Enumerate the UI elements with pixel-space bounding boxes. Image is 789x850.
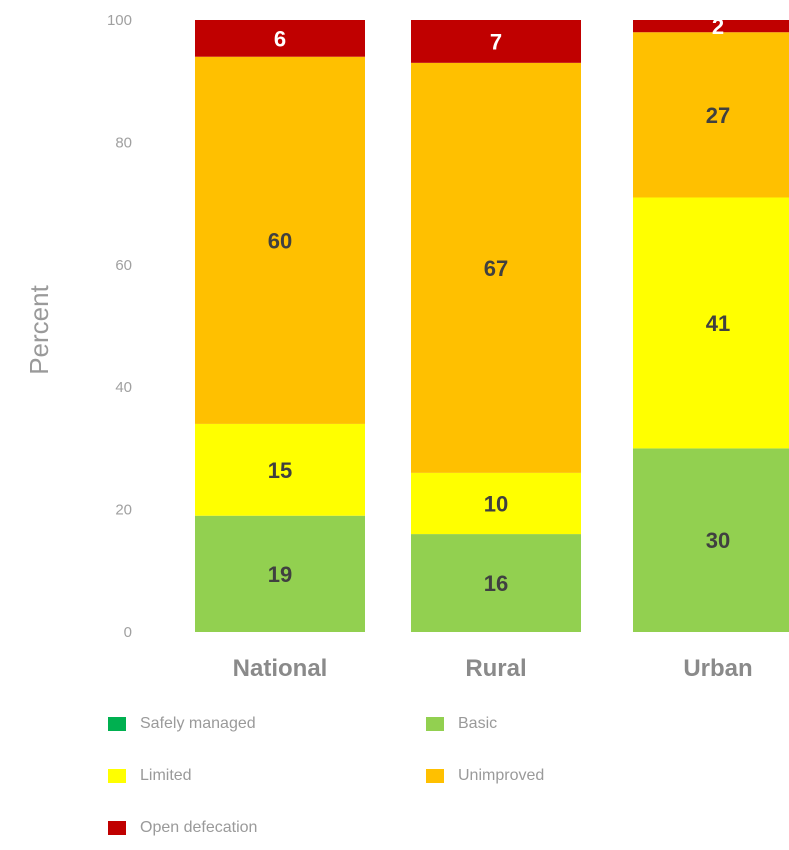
legend-item: Open defecation bbox=[108, 816, 257, 840]
legend-label: Open defecation bbox=[140, 819, 258, 836]
legend-swatch bbox=[108, 821, 126, 835]
legend-label: Unimproved bbox=[458, 767, 545, 784]
bar-segment bbox=[195, 515, 365, 632]
bar-data-label: 67 bbox=[484, 256, 508, 281]
legend-label: Limited bbox=[140, 767, 192, 784]
bar-segment bbox=[633, 197, 789, 449]
legend-label: Basic bbox=[458, 715, 498, 732]
bar-data-label: 7 bbox=[490, 29, 502, 54]
bar-data-label: 10 bbox=[484, 491, 508, 516]
x-axis: National Rural Urban bbox=[233, 655, 753, 682]
bar-segment bbox=[411, 20, 581, 63]
bar-segment bbox=[633, 32, 789, 198]
legend-item: Safely managed bbox=[108, 712, 256, 736]
bar-segment bbox=[633, 448, 789, 632]
bar-data-label: 16 bbox=[484, 571, 508, 596]
y-tick-label: 100 bbox=[107, 12, 132, 29]
x-category-label: Urban bbox=[683, 655, 752, 682]
legend-label: Safely managed bbox=[140, 715, 256, 732]
bar-segment bbox=[195, 423, 365, 516]
legend-item: Limited bbox=[108, 764, 192, 788]
x-category-label: Rural bbox=[465, 655, 526, 682]
legend-swatch bbox=[108, 769, 126, 783]
bar-data-label: 19 bbox=[268, 562, 292, 587]
y-tick-label: 80 bbox=[115, 134, 132, 151]
bar-segment bbox=[633, 20, 789, 33]
bar-segment bbox=[195, 20, 365, 57]
legend-swatch bbox=[426, 769, 444, 783]
bar-data-label: 15 bbox=[268, 458, 292, 483]
bar-segment bbox=[195, 56, 365, 424]
bar-segment bbox=[411, 472, 581, 535]
bar-data-label: 2 bbox=[712, 14, 724, 39]
legend-swatch bbox=[108, 717, 126, 731]
y-axis: 0 20 40 60 80 100 bbox=[107, 12, 132, 641]
bar-data-label: 30 bbox=[706, 528, 730, 553]
x-category-label: National bbox=[233, 655, 328, 682]
y-tick-label: 0 bbox=[124, 624, 132, 641]
y-tick-label: 60 bbox=[115, 257, 132, 274]
bar-data-label: 6 bbox=[274, 26, 286, 51]
bar-segment bbox=[411, 534, 581, 632]
legend-item: Basic bbox=[426, 712, 497, 736]
y-tick-label: 20 bbox=[115, 502, 132, 519]
bar-data-label: 41 bbox=[706, 311, 730, 336]
bar-segment bbox=[411, 62, 581, 473]
legend-item: Unimproved bbox=[426, 764, 544, 788]
bar-data-label: 27 bbox=[706, 103, 730, 128]
bar-data-label: 60 bbox=[268, 228, 292, 253]
legend-swatch bbox=[426, 717, 444, 731]
y-axis-label: Percent bbox=[24, 284, 54, 374]
y-tick-label: 40 bbox=[115, 379, 132, 396]
